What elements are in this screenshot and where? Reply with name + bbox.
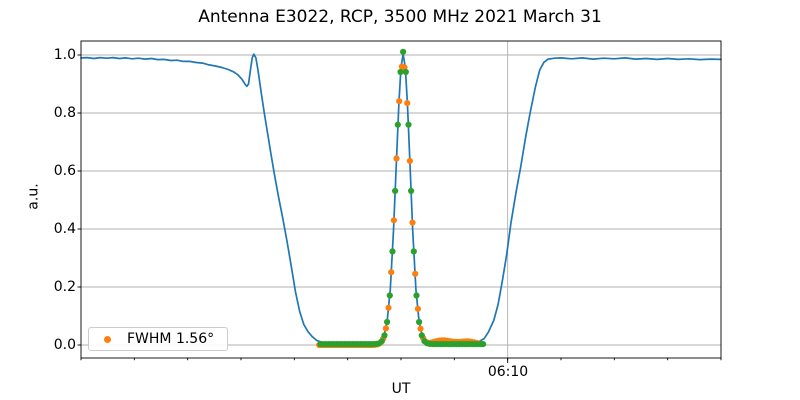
y-tick-label-1.0: 1.0 [53,47,76,63]
x-axis-label: UT [391,381,411,397]
legend: FWHM 1.56° [88,327,228,351]
y-axis-label: a.u. [25,183,42,210]
legend-label: FWHM 1.56° [127,331,215,347]
chart-title: Antenna E3022, RCP, 3500 MHz 2021 March … [198,7,602,27]
y-tick-label-0.8: 0.8 [53,105,76,121]
y-tick-label-0.2: 0.2 [53,279,76,295]
y-tick-label-0.0: 0.0 [53,337,76,353]
x-tick-label-0610: 06:10 [487,364,529,380]
legend-marker-dot-icon [104,335,111,343]
y-tick-label-0.4: 0.4 [53,221,76,237]
y-tick-label-0.6: 0.6 [53,163,76,179]
